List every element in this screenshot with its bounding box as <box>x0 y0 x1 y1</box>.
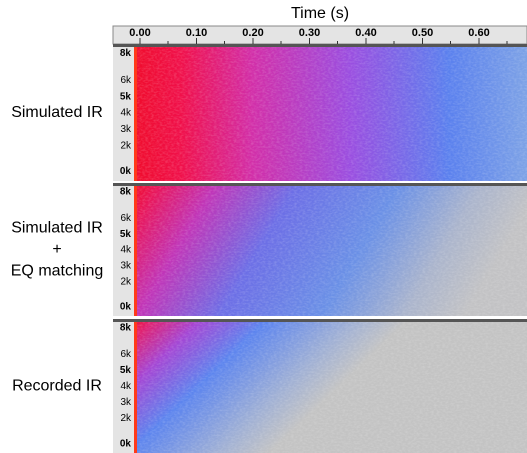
panel-label: + <box>52 241 61 258</box>
freq-tick-label: 5k <box>120 91 132 102</box>
freq-tick-label: 6k <box>120 75 132 86</box>
time-tick-label: 0.50 <box>412 27 433 39</box>
panel-label: Simulated IR <box>11 104 103 121</box>
freq-tick-label: 4k <box>120 108 132 119</box>
panel-border <box>113 183 527 186</box>
panel-border <box>113 319 527 322</box>
freq-tick-label: 3k <box>120 124 132 135</box>
freq-tick-label: 8k <box>120 187 132 198</box>
freq-tick-label: 5k <box>120 365 132 376</box>
freq-tick-label: 3k <box>120 397 132 408</box>
freq-tick-label: 0k <box>120 166 132 177</box>
freq-ruler <box>113 184 134 316</box>
freq-tick-label: 2k <box>120 140 132 151</box>
freq-tick-label: 2k <box>120 276 132 287</box>
onset-line <box>134 45 137 181</box>
time-tick-label: 0.60 <box>468 27 489 39</box>
panel-label: EQ matching <box>11 263 103 280</box>
freq-tick-label: 3k <box>120 260 132 271</box>
freq-tick-label: 4k <box>120 381 132 392</box>
freq-tick-label: 0k <box>120 301 132 312</box>
freq-tick-label: 6k <box>120 213 132 224</box>
freq-tick-label: 0k <box>120 438 132 449</box>
panel-label: Simulated IR <box>11 220 103 237</box>
freq-tick-label: 5k <box>120 229 132 240</box>
onset-line <box>134 320 137 453</box>
time-tick-label: 0.30 <box>299 27 320 39</box>
freq-tick-label: 8k <box>120 48 132 59</box>
time-tick-label: 0.00 <box>129 27 150 39</box>
freq-ruler <box>113 45 134 181</box>
freq-tick-label: 8k <box>120 323 132 334</box>
time-tick-label: 0.40 <box>355 27 376 39</box>
panel-border <box>113 44 527 47</box>
axis-title: Time (s) <box>291 5 349 22</box>
panel-label: Recorded IR <box>12 378 102 395</box>
spectrogram-texture <box>134 184 527 316</box>
freq-tick-label: 2k <box>120 413 132 424</box>
time-tick-label: 0.10 <box>186 27 207 39</box>
time-tick-label: 0.20 <box>242 27 263 39</box>
freq-ruler <box>113 320 134 453</box>
onset-line <box>134 184 137 316</box>
freq-tick-label: 6k <box>120 349 132 360</box>
freq-tick-label: 4k <box>120 245 132 256</box>
spectrogram-texture <box>134 45 527 181</box>
spectrogram-texture <box>134 320 527 453</box>
